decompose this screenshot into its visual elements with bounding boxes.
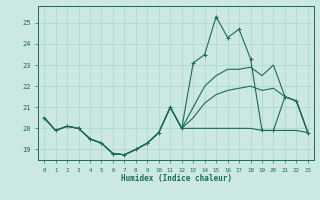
X-axis label: Humidex (Indice chaleur): Humidex (Indice chaleur)	[121, 174, 231, 183]
